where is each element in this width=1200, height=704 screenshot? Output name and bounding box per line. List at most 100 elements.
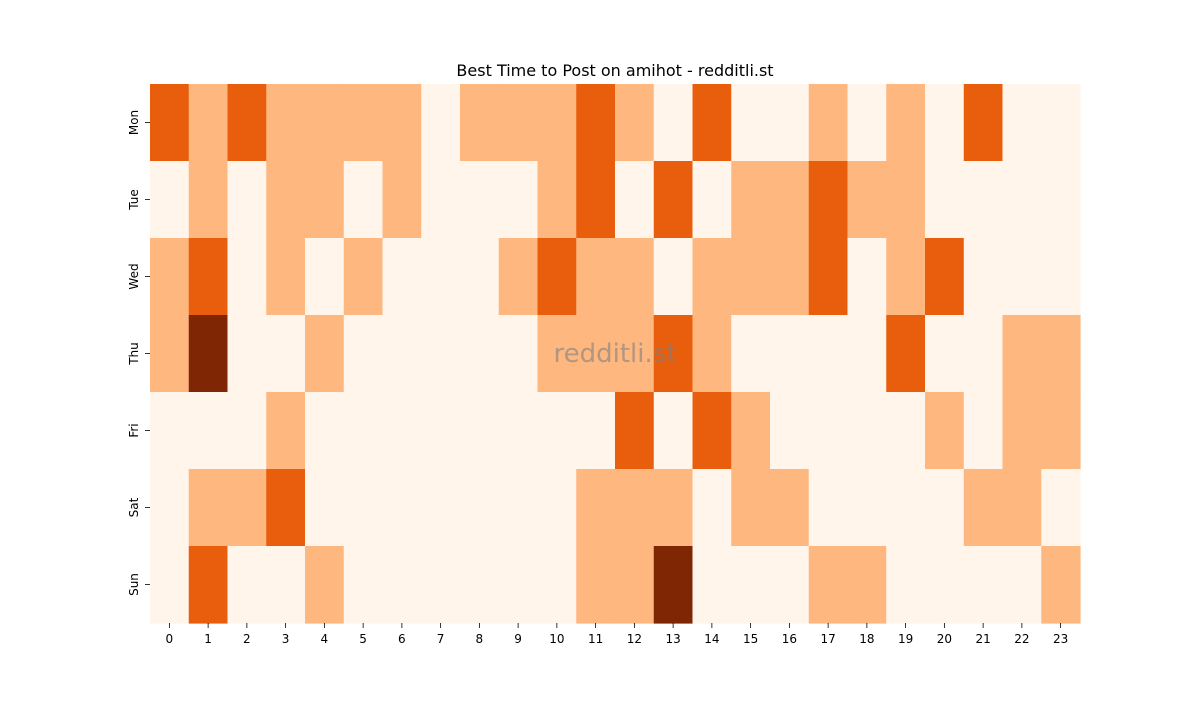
heatmap-cell-sun-19 bbox=[886, 546, 926, 624]
heatmap-cell-tue-1 bbox=[188, 161, 229, 239]
heatmap-cell-sun-7 bbox=[421, 546, 461, 624]
x-tick-label: 0 bbox=[166, 632, 174, 646]
heatmap-cell-tue-7 bbox=[421, 161, 461, 239]
heatmap-cell-sun-17 bbox=[808, 546, 849, 624]
heatmap-cell-tue-23 bbox=[1041, 161, 1081, 239]
heatmap-cell-sun-4 bbox=[305, 546, 345, 624]
heatmap-cell-tue-16 bbox=[770, 161, 810, 239]
heatmap-cell-wed-10 bbox=[537, 238, 577, 316]
heatmap-cell-mon-17 bbox=[808, 84, 849, 162]
x-tick-label: 12 bbox=[627, 632, 642, 646]
heatmap-cell-sun-1 bbox=[188, 546, 229, 624]
heatmap-cell-wed-20 bbox=[925, 238, 965, 316]
heatmap-cell-fri-18 bbox=[847, 392, 887, 470]
heatmap-cell-wed-4 bbox=[305, 238, 345, 316]
heatmap-cell-sat-5 bbox=[343, 469, 384, 547]
heatmap-cell-sun-14 bbox=[692, 546, 732, 624]
heatmap-cell-sat-8 bbox=[460, 469, 500, 547]
heatmap-cell-tue-0 bbox=[150, 161, 190, 239]
heatmap-cell-fri-1 bbox=[188, 392, 229, 470]
heatmap-cell-fri-15 bbox=[731, 392, 771, 470]
heatmap-cell-tue-19 bbox=[886, 161, 926, 239]
heatmap-cell-tue-4 bbox=[305, 161, 345, 239]
heatmap-cell-mon-8 bbox=[460, 84, 500, 162]
heatmap-cell-mon-5 bbox=[343, 84, 384, 162]
heatmap-cell-mon-11 bbox=[576, 84, 616, 162]
heatmap-cell-sat-13 bbox=[653, 469, 694, 547]
heatmap-cell-fri-13 bbox=[653, 392, 694, 470]
heatmap-cell-tue-21 bbox=[963, 161, 1004, 239]
heatmap-cell-wed-2 bbox=[227, 238, 267, 316]
heatmap-cell-thu-18 bbox=[847, 315, 887, 393]
heatmap-cell-wed-12 bbox=[615, 238, 655, 316]
heatmap-cell-thu-10 bbox=[537, 315, 577, 393]
heatmap-cell-wed-21 bbox=[963, 238, 1004, 316]
heatmap-cell-mon-12 bbox=[615, 84, 655, 162]
heatmap-cell-thu-13 bbox=[653, 315, 694, 393]
heatmap-cell-sun-22 bbox=[1002, 546, 1042, 624]
y-tick-label: Sat bbox=[127, 497, 141, 517]
heatmap-cell-sat-1 bbox=[188, 469, 229, 547]
heatmap-cell-sat-18 bbox=[847, 469, 887, 547]
heatmap-cell-mon-19 bbox=[886, 84, 926, 162]
heatmap-cell-sun-5 bbox=[343, 546, 384, 624]
heatmap-cell-thu-21 bbox=[963, 315, 1004, 393]
y-tick-label: Thu bbox=[127, 342, 141, 366]
heatmap-cell-thu-5 bbox=[343, 315, 384, 393]
heatmap-cell-mon-16 bbox=[770, 84, 810, 162]
heatmap-cell-thu-3 bbox=[266, 315, 306, 393]
heatmap-cell-fri-19 bbox=[886, 392, 926, 470]
heatmap-cell-sun-11 bbox=[576, 546, 616, 624]
heatmap-cell-mon-22 bbox=[1002, 84, 1042, 162]
heatmap-cell-wed-9 bbox=[498, 238, 539, 316]
heatmap-cell-mon-7 bbox=[421, 84, 461, 162]
heatmap-cell-sat-21 bbox=[963, 469, 1004, 547]
heatmap-cell-thu-7 bbox=[421, 315, 461, 393]
heatmap-cell-thu-20 bbox=[925, 315, 965, 393]
heatmap-cell-sun-20 bbox=[925, 546, 965, 624]
heatmap-cell-sat-11 bbox=[576, 469, 616, 547]
heatmap-cell-fri-3 bbox=[266, 392, 306, 470]
heatmap-cell-tue-3 bbox=[266, 161, 306, 239]
heatmap-cell-mon-2 bbox=[227, 84, 267, 162]
x-tick-label: 7 bbox=[437, 632, 445, 646]
x-tick-label: 9 bbox=[514, 632, 522, 646]
heatmap-cell-tue-13 bbox=[653, 161, 694, 239]
heatmap-cell-thu-11 bbox=[576, 315, 616, 393]
heatmap-cell-fri-22 bbox=[1002, 392, 1042, 470]
heatmap-cell-tue-8 bbox=[460, 161, 500, 239]
heatmap-cell-sat-23 bbox=[1041, 469, 1081, 547]
heatmap-cell-sun-3 bbox=[266, 546, 306, 624]
heatmap-cell-sat-4 bbox=[305, 469, 345, 547]
heatmap-cell-thu-14 bbox=[692, 315, 732, 393]
heatmap-cell-fri-20 bbox=[925, 392, 965, 470]
heatmap-cell-tue-12 bbox=[615, 161, 655, 239]
heatmap-cell-wed-8 bbox=[460, 238, 500, 316]
heatmap-cell-thu-19 bbox=[886, 315, 926, 393]
heatmap-cell-fri-4 bbox=[305, 392, 345, 470]
heatmap-cell-wed-13 bbox=[653, 238, 694, 316]
heatmap-cell-mon-14 bbox=[692, 84, 732, 162]
heatmap-cell-thu-12 bbox=[615, 315, 655, 393]
heatmap-cell-sun-0 bbox=[150, 546, 190, 624]
x-tick-label: 6 bbox=[398, 632, 406, 646]
x-tick-label: 1 bbox=[204, 632, 212, 646]
heatmap-cell-sat-17 bbox=[808, 469, 849, 547]
heatmap-cell-thu-23 bbox=[1041, 315, 1081, 393]
heatmap-cell-sat-15 bbox=[731, 469, 771, 547]
heatmap-cell-tue-6 bbox=[382, 161, 422, 239]
x-tick-label: 10 bbox=[549, 632, 564, 646]
heatmap-cell-sun-2 bbox=[227, 546, 267, 624]
x-tick-label: 21 bbox=[975, 632, 990, 646]
heatmap-cell-mon-6 bbox=[382, 84, 422, 162]
heatmap-cell-mon-13 bbox=[653, 84, 694, 162]
heatmap-cell-sun-23 bbox=[1041, 546, 1081, 624]
heatmap-cell-fri-5 bbox=[343, 392, 384, 470]
heatmap-cell-fri-14 bbox=[692, 392, 732, 470]
y-tick-label: Wed bbox=[127, 263, 141, 289]
heatmap-cell-thu-6 bbox=[382, 315, 422, 393]
x-tick-label: 19 bbox=[898, 632, 913, 646]
heatmap-cell-sun-13 bbox=[653, 546, 694, 624]
x-tick-label: 13 bbox=[665, 632, 680, 646]
